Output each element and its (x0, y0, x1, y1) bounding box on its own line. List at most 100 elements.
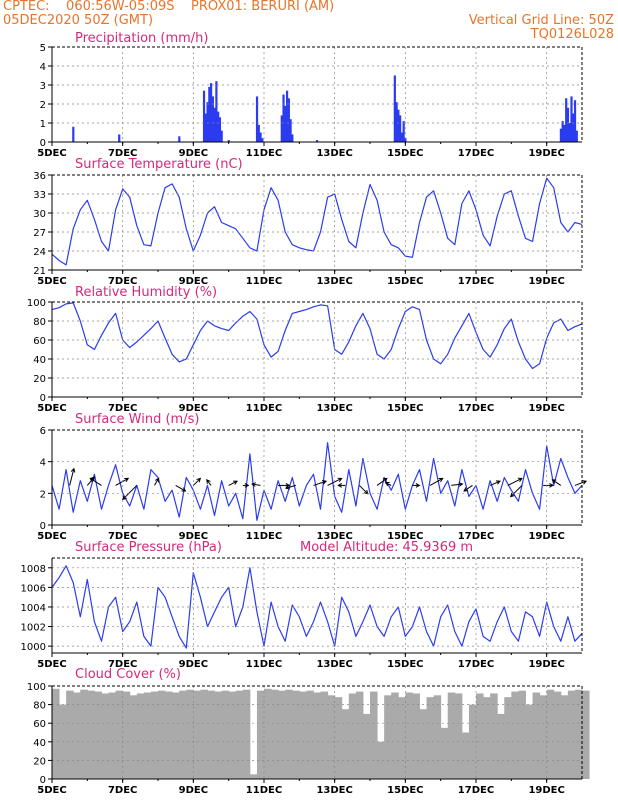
panel-title: Relative Humidity (%) (75, 285, 217, 300)
precip-bar (561, 121, 564, 142)
cloud-bar (179, 690, 187, 779)
precip-bar (575, 130, 578, 142)
cloud-bar (150, 691, 159, 779)
y-tick-label: 1008 (21, 564, 46, 575)
cloud-bar (348, 693, 357, 779)
y-tick-label: 40 (33, 355, 46, 366)
x-tick-label: 11DEC (246, 659, 282, 670)
wind-arrow-head (206, 478, 211, 484)
cloud-bar (306, 690, 314, 779)
cloud-bar (292, 690, 300, 779)
precip-bar (206, 102, 209, 142)
cloud-bar (228, 691, 237, 779)
cloud-bar (433, 695, 442, 779)
cloud-bar (447, 692, 456, 779)
cloud-bar (172, 692, 180, 779)
x-tick-label: 9DEC (179, 531, 208, 542)
wind-arrow (192, 478, 201, 486)
wind-arrow (115, 477, 129, 486)
series-line (51, 177, 583, 266)
cloud-bar (129, 695, 138, 779)
precip-bar (208, 86, 211, 142)
y-tick-label: 0 (40, 138, 46, 149)
wind-arrow-head (244, 483, 250, 488)
wind-arrow-head (382, 477, 388, 483)
cloud-bar (525, 704, 534, 779)
cloud-bar (207, 690, 216, 779)
precip-bar (402, 121, 405, 142)
wind-arrow (206, 479, 212, 486)
wind-arrow-head (517, 477, 523, 482)
x-tick-label: 17DEC (458, 148, 494, 159)
y-tick-label: 30 (33, 209, 46, 220)
x-tick-label: 13DEC (316, 276, 352, 287)
cloud-bar (476, 693, 484, 779)
cloud-bar (511, 691, 519, 779)
cloud-bar (264, 688, 272, 779)
wind-arrow (313, 480, 327, 486)
x-tick-label: 17DEC (458, 403, 494, 414)
cloud-bar (108, 692, 117, 779)
cloud-bar (87, 690, 95, 779)
x-tick-label: 7DEC (108, 276, 137, 287)
precip-bar (291, 134, 294, 142)
x-tick-label: 5DEC (37, 276, 66, 287)
x-tick-label: 15DEC (387, 785, 423, 796)
cloud-bar (567, 690, 576, 779)
wind-arrow (510, 485, 523, 497)
precip-bar (118, 134, 121, 142)
cloud-bar (384, 695, 392, 779)
x-tick-label: 19DEC (528, 785, 564, 796)
cloud-bar (256, 690, 265, 779)
cloud-bar (249, 774, 258, 779)
x-tick-label: 19DEC (528, 148, 564, 159)
cloud-bar (158, 690, 166, 779)
cloud-bar (497, 713, 505, 779)
precip-bar (400, 132, 403, 142)
y-tick-label: 36 (33, 171, 46, 182)
cloud-bar (377, 741, 385, 779)
precip-bar (395, 102, 398, 142)
panel-5: Surface Pressure (hPa) Model Altitude: 45… (21, 540, 583, 670)
y-tick-label: 20 (33, 374, 46, 385)
precip-bar (202, 90, 206, 142)
precip-bar (257, 124, 260, 142)
wind-arrow-head (322, 480, 328, 485)
wind-arrow-head (509, 492, 515, 498)
y-tick-label: 60 (33, 336, 46, 347)
x-tick-label: 17DEC (458, 785, 494, 796)
precip-bar (220, 130, 223, 142)
precip-bar (563, 124, 566, 142)
panel-annotation: Model Altitude: 45.9369 m (300, 540, 473, 555)
cloud-bar (490, 693, 498, 779)
wind-arrow-head (384, 481, 390, 487)
precip-bar (570, 96, 573, 142)
cloud-bar (532, 692, 541, 779)
wind-arrow (507, 477, 523, 486)
precip-bar (566, 107, 570, 142)
wind-arrow-head (415, 483, 421, 488)
wind-arrow (489, 480, 501, 486)
wind-arrow (122, 485, 138, 500)
precip-bar (255, 96, 259, 142)
wind-arrow-head (90, 476, 96, 482)
precip-bar (393, 75, 396, 142)
x-tick-label: 7DEC (108, 403, 137, 414)
x-tick-label: 7DEC (108, 531, 137, 542)
cloud-bar (398, 697, 406, 779)
cloud-bar (285, 689, 293, 779)
x-tick-label: 9DEC (179, 276, 208, 287)
y-tick-label: 40 (33, 738, 46, 749)
wind-arrow-head (458, 482, 464, 487)
precip-bar (217, 111, 220, 142)
cloud-bar (136, 693, 145, 779)
wind-arrow-head (337, 477, 343, 482)
x-tick-label: 19DEC (528, 403, 564, 414)
panel-title: Surface Temperature (nC) (75, 157, 243, 172)
cloud-bar (539, 695, 548, 779)
y-tick-label: 2 (40, 100, 46, 111)
panel-title: Cloud Cover (%) (75, 667, 181, 682)
cloud-bar (299, 691, 307, 779)
y-tick-label: 1 (40, 119, 46, 130)
